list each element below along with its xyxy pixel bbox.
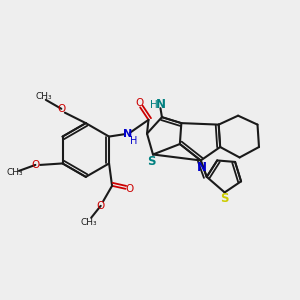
Text: N: N (123, 129, 133, 139)
Text: O: O (57, 104, 65, 114)
Text: H: H (150, 100, 158, 110)
Text: CH₃: CH₃ (80, 218, 97, 227)
Text: H: H (130, 136, 137, 146)
Text: O: O (125, 184, 133, 194)
Text: CH₃: CH₃ (35, 92, 52, 101)
Text: S: S (147, 154, 156, 167)
Text: O: O (135, 98, 143, 108)
Text: O: O (97, 201, 105, 211)
Text: N: N (155, 98, 166, 111)
Text: S: S (220, 192, 229, 205)
Text: CH₃: CH₃ (7, 168, 23, 177)
Text: O: O (31, 160, 40, 170)
Text: N: N (197, 160, 207, 173)
